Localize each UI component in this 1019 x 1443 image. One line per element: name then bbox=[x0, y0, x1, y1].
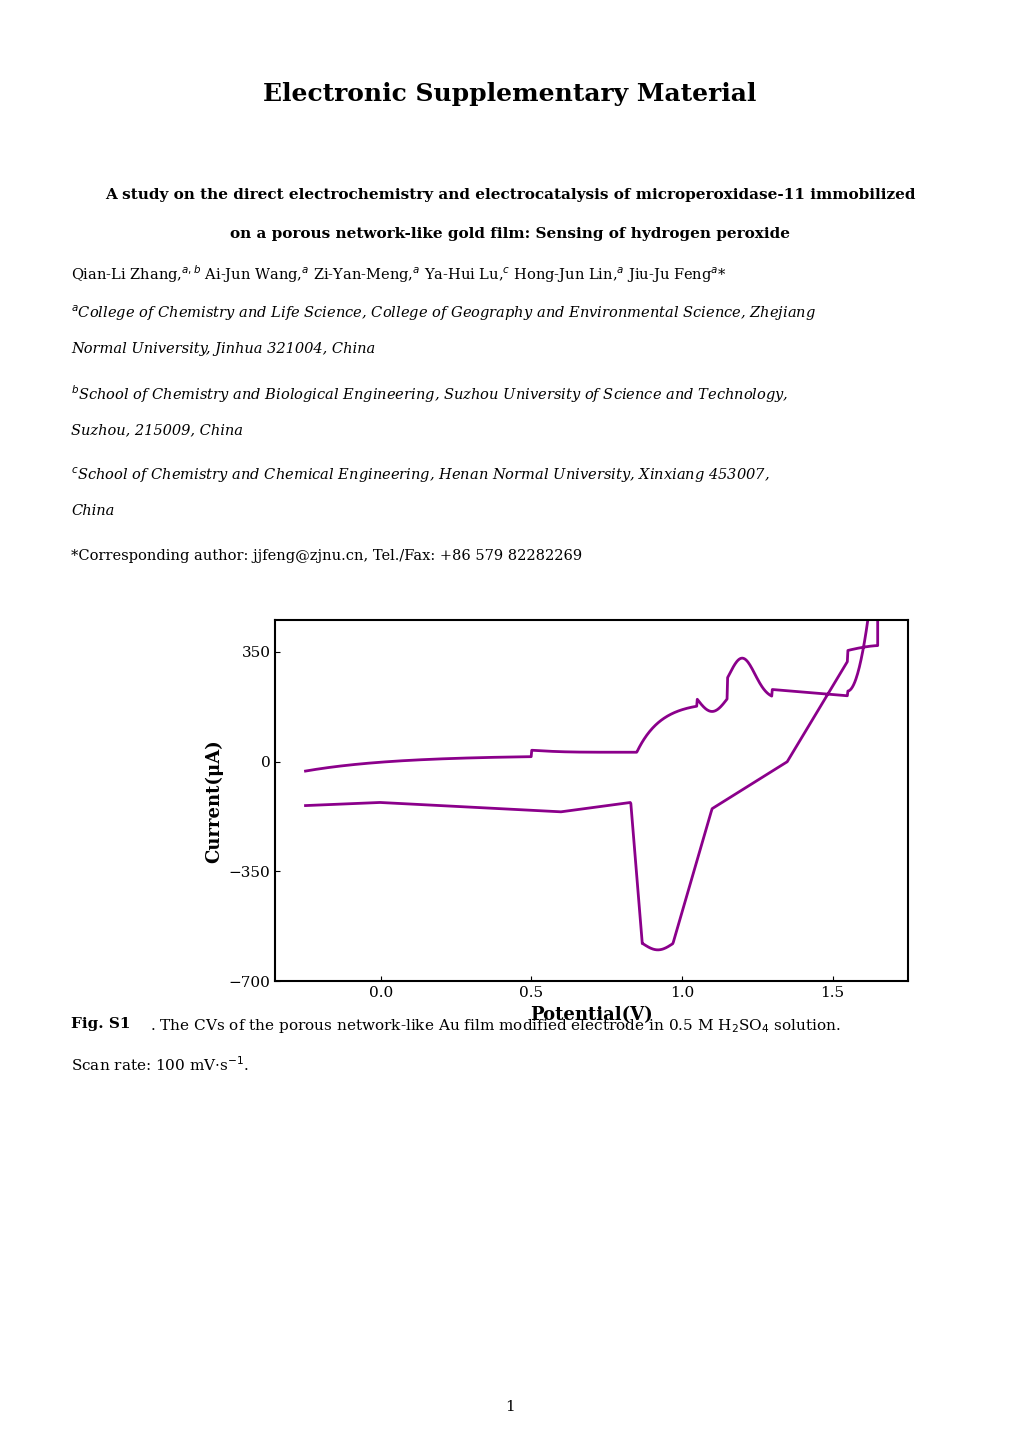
Text: Suzhou, 215009, China: Suzhou, 215009, China bbox=[71, 423, 244, 437]
Text: Fig. S1: Fig. S1 bbox=[71, 1017, 130, 1032]
Text: A study on the direct electrochemistry and electrocatalysis of microperoxidase-1: A study on the direct electrochemistry a… bbox=[105, 188, 914, 202]
Text: on a porous network-like gold film: Sensing of hydrogen peroxide: on a porous network-like gold film: Sens… bbox=[229, 227, 790, 241]
Text: Scan rate: 100 mV$\cdot$s$^{-1}$.: Scan rate: 100 mV$\cdot$s$^{-1}$. bbox=[71, 1055, 250, 1074]
Text: *Corresponding author: jjfeng@zjnu.cn, Tel./Fax: +86 579 82282269: *Corresponding author: jjfeng@zjnu.cn, T… bbox=[71, 548, 582, 563]
Text: Normal University, Jinhua 321004, China: Normal University, Jinhua 321004, China bbox=[71, 342, 375, 356]
X-axis label: Potential(V): Potential(V) bbox=[530, 1006, 652, 1023]
Text: $^{a}$College of Chemistry and Life Science, College of Geography and Environmen: $^{a}$College of Chemistry and Life Scie… bbox=[71, 303, 815, 323]
Text: Qian-Li Zhang,$^{a,b}$ Ai-Jun Wang,$^{a}$ Zi-Yan-Meng,$^{a}$ Ya-Hui Lu,$^{c}$ Ho: Qian-Li Zhang,$^{a,b}$ Ai-Jun Wang,$^{a}… bbox=[71, 263, 727, 286]
Text: $^{c}$School of Chemistry and Chemical Engineering, Henan Normal University, Xin: $^{c}$School of Chemistry and Chemical E… bbox=[71, 465, 769, 485]
Text: China: China bbox=[71, 504, 115, 518]
Text: $^{b}$School of Chemistry and Biological Engineering, Suzhou University of Scien: $^{b}$School of Chemistry and Biological… bbox=[71, 382, 788, 405]
Y-axis label: Current(μA): Current(μA) bbox=[205, 739, 223, 863]
Text: 1: 1 bbox=[504, 1400, 515, 1414]
Text: Electronic Supplementary Material: Electronic Supplementary Material bbox=[263, 82, 756, 105]
Text: . The CVs of the porous network-like Au film modified electrode in 0.5 M H$_2$SO: . The CVs of the porous network-like Au … bbox=[150, 1017, 840, 1035]
